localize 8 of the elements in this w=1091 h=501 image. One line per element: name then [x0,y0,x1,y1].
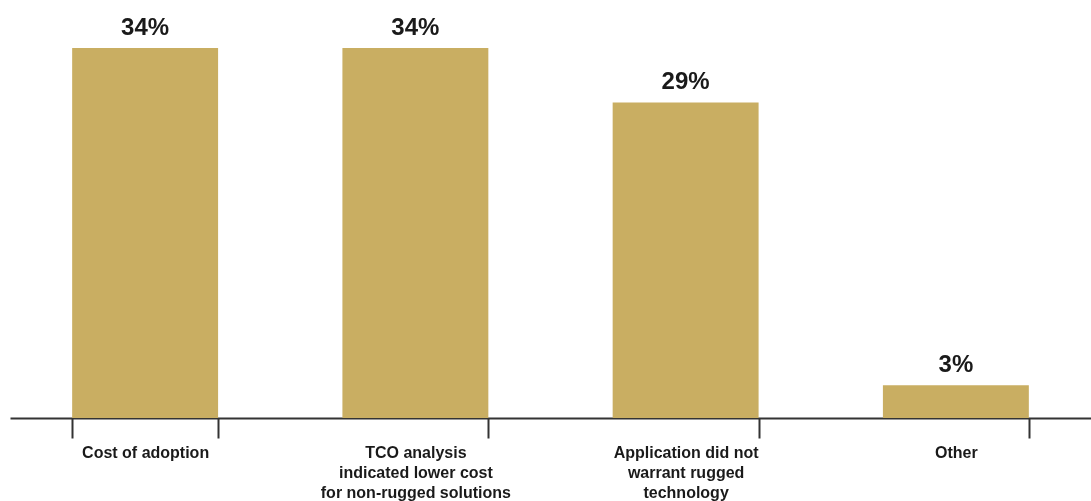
x-tick-label: TCO analysis indicated lower cost for non-rugged solutions [320,443,512,501]
data-label: 3% [938,350,974,378]
data-label: 34% [391,13,440,40]
x-tick-label: Application did not warrant rugged technology [613,443,760,501]
x-tick-label: Other [935,443,978,461]
x-tick-label: Cost of adoption [82,443,210,461]
data-label: 34% [121,13,170,40]
data-label: 29% [661,67,710,95]
